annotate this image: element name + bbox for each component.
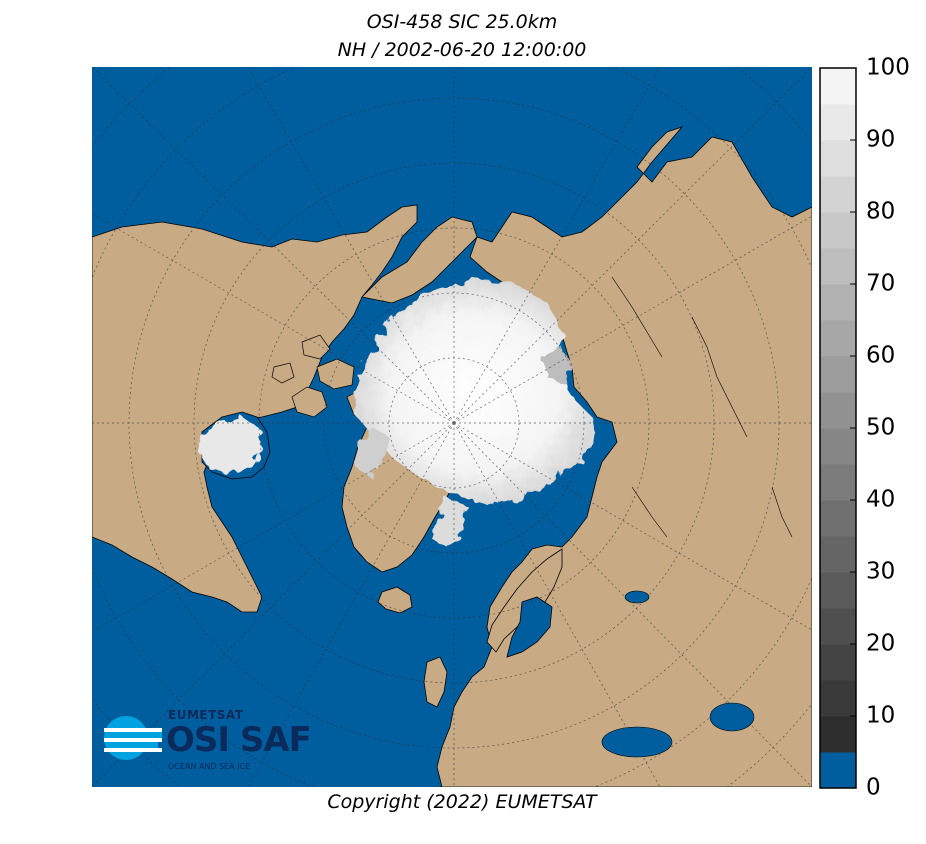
lake-ladoga [624, 590, 650, 604]
colorbar-segment [820, 176, 856, 213]
colorbar-segment [820, 356, 856, 393]
sea-ice [197, 279, 597, 547]
osi-saf-icon [104, 716, 162, 760]
logo-tagline: OCEAN AND SEA ICE [168, 762, 251, 771]
colorbar-tick-label: 50 [866, 414, 896, 441]
colorbar-segment [820, 428, 856, 465]
colorbar-tick-label: 0 [866, 774, 881, 801]
colorbar-segment [820, 572, 856, 609]
baltic-sea [506, 596, 553, 658]
colorbar-segment [820, 320, 856, 357]
colorbar-segment [820, 500, 856, 537]
colorbar-segment [820, 392, 856, 429]
colorbar-tick-label: 70 [866, 270, 896, 297]
osi-saf-logo: EUMETSAT OSI SAF OCEAN AND SEA ICE [104, 706, 324, 776]
colorbar-tick-label: 80 [866, 198, 896, 225]
land-alaska [361, 216, 478, 304]
colorbar-segment [820, 464, 856, 501]
copyright: Copyright (2022) EUMETSAT [327, 791, 597, 813]
colorbar [819, 67, 857, 789]
colorbar-tick-label: 10 [866, 702, 896, 729]
colorbar-segment [820, 608, 856, 645]
colorbar-segment [820, 212, 856, 249]
black-sea [601, 726, 673, 758]
inland-water [611, 276, 793, 538]
colorbar-segment [820, 536, 856, 573]
map-subtitle: NH / 2002-06-20 12:00:00 [337, 39, 587, 61]
land-iceland [377, 586, 413, 614]
caspian-sea [709, 702, 755, 732]
colorbar-segment [820, 248, 856, 285]
colorbar-segment [820, 752, 856, 789]
colorbar-segment [820, 284, 856, 321]
colorbar-segment [820, 68, 856, 105]
colorbar-tick-label: 40 [866, 486, 896, 513]
colorbar-tick-label: 90 [866, 126, 896, 153]
colorbar-tick-label: 30 [866, 558, 896, 585]
colorbar-segment [820, 644, 856, 681]
colorbar-tick-label: 100 [866, 54, 910, 81]
logo-org: EUMETSAT [168, 708, 244, 722]
logo-product: OSI SAF [166, 720, 312, 760]
graticule [92, 67, 812, 787]
map-title: OSI-458 SIC 25.0km [366, 11, 558, 33]
colorbar-tick-label: 60 [866, 342, 896, 369]
colorbar-segment [820, 140, 856, 177]
land-scandinavia [486, 548, 563, 653]
colorbar-segment [820, 680, 856, 717]
polar-map [92, 67, 812, 787]
colorbar-segment [820, 716, 856, 753]
colorbar-segment [820, 104, 856, 141]
colorbar-tick-label: 20 [866, 630, 896, 657]
